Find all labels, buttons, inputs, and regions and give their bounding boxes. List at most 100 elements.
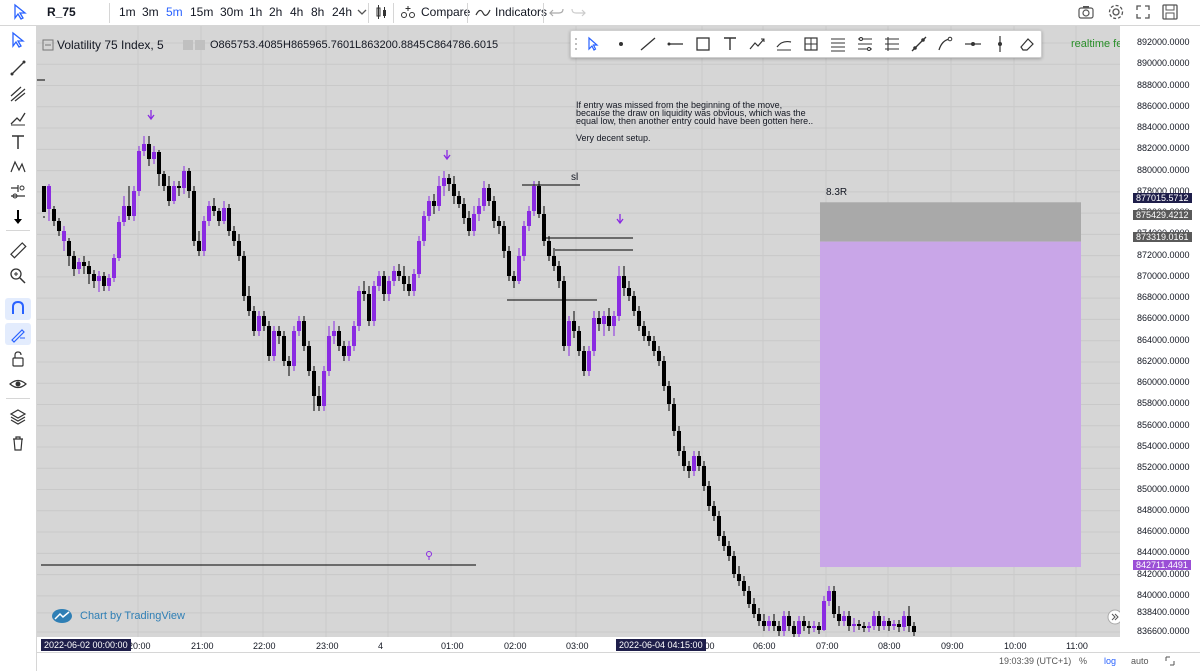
- timeframe-8h[interactable]: 8h: [311, 5, 325, 19]
- eraser-icon[interactable]: [1017, 34, 1037, 54]
- stay-in-drawing-icon[interactable]: [8, 324, 28, 344]
- gann-box-icon[interactable]: [882, 34, 902, 54]
- trend-line-icon[interactable]: [638, 34, 658, 54]
- magnet-icon[interactable]: [8, 299, 28, 319]
- price-axis[interactable]: 892000.0000 890000.0000 888000.0000 886000.…: [1120, 26, 1200, 652]
- cursor-icon[interactable]: [583, 34, 603, 54]
- gear-icon[interactable]: [1106, 2, 1126, 22]
- legend-settings-icon[interactable]: [182, 39, 206, 51]
- magnet-highlight: [5, 298, 31, 320]
- dot-icon[interactable]: [611, 34, 631, 54]
- tradingview-watermark[interactable]: Chart by TradingView: [80, 610, 185, 622]
- time-axis-label: 01:00: [441, 641, 464, 651]
- trash-icon[interactable]: [8, 433, 28, 453]
- arrow-down-marker-head: [147, 114, 155, 121]
- candle-body: [312, 371, 316, 396]
- vertical-line-icon[interactable]: [990, 34, 1010, 54]
- candle-body: [717, 516, 721, 536]
- candle: [567, 316, 571, 356]
- symbol-name[interactable]: R_75: [47, 5, 76, 19]
- cursor-icon[interactable]: [10, 2, 30, 22]
- candle: [697, 451, 701, 471]
- timeframe-4h[interactable]: 4h: [290, 5, 304, 19]
- candle: [622, 266, 626, 296]
- prediction-icon[interactable]: [8, 182, 28, 202]
- timeframe-2h[interactable]: 2h: [269, 5, 283, 19]
- cursor-icon[interactable]: [8, 30, 28, 50]
- long-position-icon[interactable]: [774, 34, 794, 54]
- drag-handle-icon[interactable]: [573, 34, 579, 54]
- indicators-icon[interactable]: [473, 2, 493, 22]
- timeframe-24h[interactable]: 24h: [332, 5, 353, 19]
- timeframe-30m[interactable]: 30m: [220, 5, 244, 19]
- candle: [887, 618, 891, 631]
- ruler-icon[interactable]: [8, 240, 28, 260]
- horizontal-ray-icon[interactable]: [666, 34, 686, 54]
- chart-canvas[interactable]: [37, 26, 1120, 652]
- legend-symbol-title[interactable]: Volatility 75 Index, 5: [57, 38, 164, 52]
- candle: [902, 611, 906, 631]
- candle-body: [382, 276, 386, 294]
- lock-icon[interactable]: [8, 349, 28, 369]
- rectangle-icon[interactable]: [693, 34, 713, 54]
- arrow-icon[interactable]: [747, 34, 767, 54]
- candle: [502, 221, 506, 258]
- auto-toggle[interactable]: auto: [1131, 656, 1149, 666]
- timeframe-1m[interactable]: 1m: [119, 5, 136, 19]
- grid-box-icon[interactable]: [801, 34, 821, 54]
- candlestick-icon[interactable]: [371, 2, 391, 22]
- timeframe-3m[interactable]: 3m: [142, 5, 159, 19]
- clock-label[interactable]: 19:03:39 (UTC+1): [999, 656, 1072, 666]
- compare-icon[interactable]: [398, 2, 418, 22]
- candle-body: [262, 316, 266, 326]
- annotation-line-2[interactable]: because the draw on liquidity was obviou…: [576, 108, 806, 118]
- chart-pane[interactable]: Volatility 75 Index, 5 O865753.4085 H865…: [37, 26, 1120, 652]
- pattern-icon[interactable]: [8, 157, 28, 177]
- horizontal-line-icon[interactable]: [963, 34, 983, 54]
- candle: [787, 611, 791, 631]
- candle: [572, 311, 576, 338]
- arrow-down-icon[interactable]: [8, 207, 28, 227]
- eye-icon[interactable]: [8, 374, 28, 394]
- timeframe-15m[interactable]: 15m: [190, 5, 214, 19]
- path-icon[interactable]: [909, 34, 929, 54]
- curve-icon[interactable]: [936, 34, 956, 54]
- time-axis-label: 22:00: [253, 641, 276, 651]
- zoom-in-icon[interactable]: [8, 266, 28, 286]
- save-icon[interactable]: [1160, 2, 1180, 22]
- annotation-line-1[interactable]: If entry was missed from the beginning o…: [576, 100, 783, 110]
- fib-retracement-icon[interactable]: [828, 34, 848, 54]
- trend-line-icon[interactable]: [8, 58, 28, 78]
- compare-button[interactable]: Compare: [421, 5, 471, 19]
- annotation-line-3[interactable]: equal low, then another entry could have…: [576, 116, 814, 126]
- candle-body: [237, 241, 241, 256]
- redo-icon[interactable]: [568, 2, 588, 22]
- brush-icon[interactable]: [8, 108, 28, 128]
- annotation-line-4[interactable]: Very decent setup.: [576, 133, 651, 143]
- candle: [817, 622, 821, 634]
- tradingview-logo-icon[interactable]: [51, 608, 73, 624]
- scroll-to-realtime-icon[interactable]: [1107, 609, 1120, 625]
- layers-icon[interactable]: [8, 407, 28, 427]
- indicators-button[interactable]: Indicators: [495, 5, 548, 19]
- candle: [397, 264, 401, 281]
- resize-icon[interactable]: [1164, 655, 1176, 667]
- timeframe-5m[interactable]: 5m: [166, 5, 183, 19]
- undo-icon[interactable]: [547, 2, 567, 22]
- time-axis[interactable]: [37, 637, 1120, 652]
- candle-body: [657, 351, 661, 361]
- text-tool-icon[interactable]: [8, 132, 28, 152]
- timeframe-1h[interactable]: 1h: [249, 5, 263, 19]
- stop-loss-label[interactable]: sl: [571, 172, 579, 183]
- camera-icon[interactable]: [1076, 2, 1096, 22]
- text-icon[interactable]: [720, 34, 740, 54]
- collapse-legend-icon[interactable]: [42, 39, 54, 51]
- pitchfork-icon[interactable]: [8, 84, 28, 104]
- fullscreen-icon[interactable]: [1133, 2, 1153, 22]
- percent-toggle[interactable]: %: [1079, 656, 1088, 666]
- fib-extension-icon[interactable]: [855, 34, 875, 54]
- chevron-down-icon[interactable]: [352, 2, 372, 22]
- log-toggle[interactable]: log: [1104, 656, 1117, 666]
- candle-body: [107, 278, 111, 286]
- candle: [172, 181, 176, 204]
